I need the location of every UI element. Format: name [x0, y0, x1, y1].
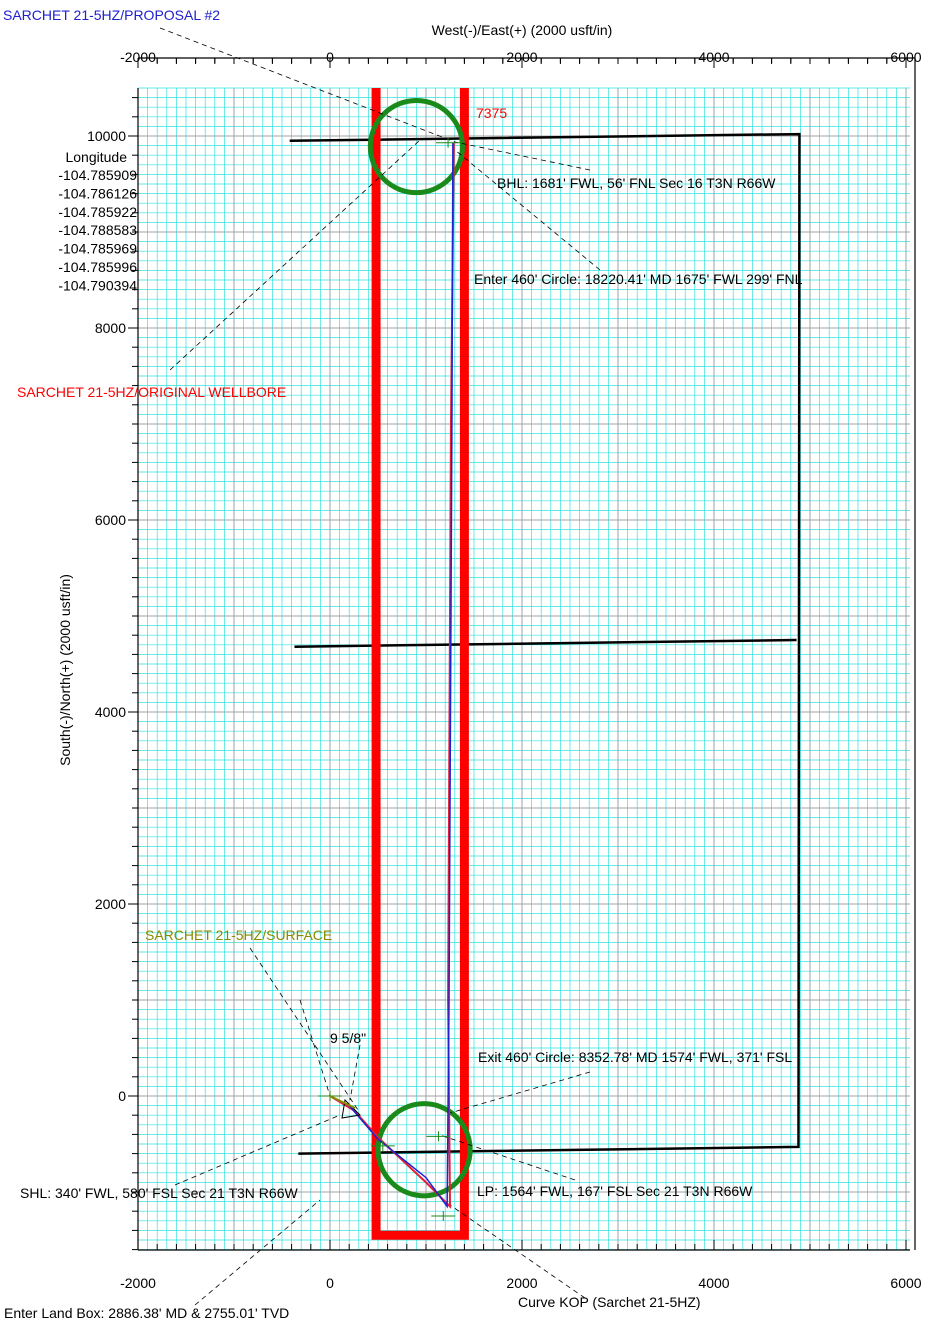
annotation-leaders: [159, 27, 601, 1306]
annotation-leader: [299, 999, 331, 1097]
y-tick-label: 2000: [95, 896, 126, 912]
longitude-value: -104.788583: [58, 222, 137, 238]
lease-boundary: [289, 132, 801, 1155]
x-tick-label-bottom: 4000: [698, 1275, 729, 1291]
x-tick-label-bottom: 2000: [506, 1275, 537, 1291]
major-gridlines: [137, 88, 910, 1250]
x-tick-label-top: 4000: [698, 49, 729, 65]
longitude-value: -104.790394: [58, 277, 137, 293]
y-tick-label: 0: [118, 1088, 126, 1104]
section-line: [294, 638, 797, 648]
survey-markers: [318, 137, 461, 1221]
annotation-leader: [449, 1204, 586, 1299]
x-tick-label-bottom: -2000: [120, 1275, 156, 1291]
bhl-label: BHL: 1681' FWL, 56' FNL Sec 16 T3N R66W: [497, 175, 776, 191]
x-tick-label-top: 2000: [506, 49, 537, 65]
y-tick-label: 10000: [87, 128, 126, 144]
annotation-leader: [349, 1044, 361, 1101]
original-wellbore-label: SARCHET 21-5HZ/ORIGINAL WELLBORE: [17, 384, 286, 400]
y-tick-label: 8000: [95, 320, 126, 336]
depth-label-7375: 7375: [476, 105, 507, 121]
lp-label: LP: 1564' FWL, 167' FSL Sec 21 T3N R66W: [477, 1183, 753, 1199]
annotation-leader: [174, 1114, 341, 1186]
axis-ticks: [128, 58, 907, 1251]
x-axis-title: West(-)/East(+) (2000 usft/in): [432, 22, 613, 38]
target-circle-south: [375, 1101, 473, 1199]
annotation-leader: [249, 947, 359, 1111]
minor-gridlines: [137, 87, 910, 1250]
lease-boundaries: [289, 132, 801, 1155]
annotation-leader: [194, 1199, 321, 1306]
axis-tick-labels: -2000 -2000 0 0 2000 2000 4000 4000 6000 6000 1000…: [87, 49, 922, 1291]
longitude-value: -104.785922: [58, 204, 137, 220]
enter-circle-label: Enter 460' Circle: 18220.41' MD 1675' FW…: [474, 271, 803, 287]
longitude-value: -104.785996: [58, 259, 137, 275]
annotation-leader: [159, 27, 456, 143]
surface-label: SARCHET 21-5HZ/SURFACE: [145, 927, 332, 943]
longitude-value: -104.785969: [58, 241, 137, 257]
longitude-value: -104.785909: [58, 167, 137, 183]
wellbore-corridor-outline: [371, 88, 469, 1240]
longitude-list: Longitude -104.785909 -104.786126 -104.785…: [58, 149, 137, 293]
y-axis-title: South(-)/North(+) (2000 usft/in): [57, 574, 73, 766]
proposal-label: SARCHET 21-5HZ/PROPOSAL #2: [3, 7, 220, 23]
wellbore-corridor: [371, 88, 469, 1240]
x-tick-label-top: -2000: [120, 49, 156, 65]
enter-land-box-label: Enter Land Box: 2886.38' MD & 2755.01' T…: [4, 1305, 289, 1321]
target-circle-north: [367, 97, 465, 196]
y-tick-label: 6000: [95, 512, 126, 528]
annotation-leader: [454, 141, 591, 171]
y-tick-label: 4000: [95, 704, 126, 720]
x-tick-label-bottom: 0: [326, 1275, 334, 1291]
surface-segment: [329, 1095, 356, 1109]
casing-label: 9 5/8": [330, 1030, 366, 1046]
x-tick-label-bottom: 6000: [890, 1275, 921, 1291]
annotation-leader: [169, 139, 421, 371]
x-tick-label-top: 6000: [890, 49, 921, 65]
curve-kop-label: Curve KOP (Sarchet 21-5HZ): [518, 1294, 701, 1310]
shl-label: SHL: 340' FWL, 580' FSL Sec 21 T3N R66W: [20, 1185, 298, 1201]
target-circles: [367, 97, 473, 1199]
annotation-leader: [439, 1134, 576, 1181]
annotation-leader: [454, 149, 601, 271]
longitude-value: -104.786126: [58, 185, 137, 201]
plot-frame: [137, 57, 916, 1251]
x-tick-label-top: 0: [326, 49, 334, 65]
exit-circle-label: Exit 460' Circle: 8352.78' MD 1574' FWL,…: [478, 1049, 792, 1065]
longitude-header: Longitude: [65, 149, 127, 165]
planned-wellpath: [329, 142, 454, 1209]
annotation-leader: [449, 1071, 591, 1114]
